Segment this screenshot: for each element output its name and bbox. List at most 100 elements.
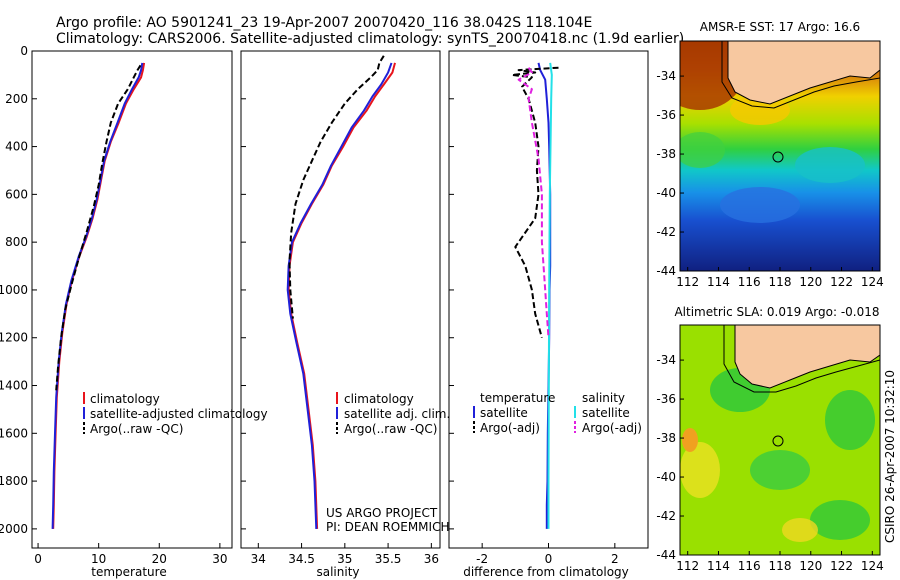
sst-blue-blob (720, 187, 800, 223)
sla-yellow-blob (782, 518, 818, 542)
x-tick-label: 20 (152, 552, 167, 566)
series-line-salinity-satellite (547, 62, 553, 529)
y-tick-label: 1800 (0, 474, 28, 488)
map-y-tick-label: -40 (656, 470, 676, 484)
map-x-tick-label: 120 (799, 559, 822, 573)
sla-green-blob (750, 450, 810, 490)
x-tick-label: 35.5 (375, 552, 402, 566)
series-line-salinity-argo-adj (517, 67, 550, 338)
x-tick-label: 34.5 (288, 552, 315, 566)
sla-argo-marker (772, 435, 784, 447)
sst-green-blob (680, 132, 725, 168)
sla-map-field (680, 325, 880, 555)
series-line-satellite-adjusted-climatology (51, 62, 144, 529)
x-tick-label: 10 (91, 552, 106, 566)
sst-map-field (680, 41, 880, 271)
map-x-tick-label: 112 (676, 275, 699, 289)
legend-label-sat: satellite adj. clim. (344, 407, 450, 421)
series-line-climatology (287, 62, 396, 529)
temperature-axes-frame (31, 50, 233, 549)
salinity-axes-frame (240, 50, 441, 549)
legend-heading-salinity: salinity (582, 391, 625, 405)
map-y-tick-label: -36 (656, 392, 676, 406)
map-x-tick-label: 122 (830, 559, 853, 573)
legend-label-climatology: climatology (344, 392, 414, 406)
map-x-tick-label: 118 (769, 559, 792, 573)
temperature-plot: 0 10 20 30 0 200 400 600 800 1000 1200 1400 1600 1800… (0, 44, 228, 566)
salinity-plot: 34 34.5 35 35.5 36 (241, 50, 439, 566)
salinity-x-label: salinity (316, 565, 359, 579)
y-tick-label: 600 (5, 187, 28, 201)
map-y-tick-label: -38 (656, 147, 676, 161)
sla-map-title: Altimetric SLA: 0.019 Argo: -0.018 (674, 305, 879, 319)
sla-land (734, 325, 880, 389)
map-x-tick-label: 120 (799, 275, 822, 289)
map-y-tick-label: -44 (656, 548, 676, 562)
map-x-tick-label: 116 (738, 559, 761, 573)
y-tick-label: 400 (5, 140, 28, 154)
map-y-tick-label: -42 (656, 225, 676, 239)
sla-map-axes: 112 114 116 118 120 122 124 -44 -42 -40 -38 -36 -34 (656, 353, 883, 573)
pi-annotation: PI: DEAN ROEMMICH (326, 520, 449, 534)
map-x-tick-label: 122 (830, 275, 853, 289)
series-line-temperature-argo-adj (511, 66, 559, 338)
header-line-1: Argo profile: AO 5901241_23 19-Apr-2007 … (56, 15, 592, 31)
sst-cyan-blob (795, 147, 865, 183)
x-tick-label: -2 (476, 552, 488, 566)
y-tick-label: 1200 (0, 331, 28, 345)
y-tick-label: 1600 (0, 426, 28, 440)
map-y-tick-label: -36 (656, 108, 676, 122)
sst-land (727, 41, 880, 105)
legend-label-argo: Argo(..raw -QC) (344, 422, 437, 436)
legend-label-sal-sat: satellite (582, 406, 630, 420)
sst-coastline-offshore (721, 41, 880, 109)
sst-argo-marker (772, 151, 784, 163)
map-y-tick-label: -34 (656, 69, 676, 83)
temperature-legend: climatology satellite-adjusted climatolo… (83, 392, 268, 436)
legend-label-sal-argo: Argo(-adj) (582, 421, 642, 435)
difference-legend: temperature satellite Argo(-adj) salinit… (473, 391, 642, 435)
map-x-tick-label: 124 (861, 275, 884, 289)
sst-map-title: AMSR-E SST: 17 Argo: 16.6 (700, 20, 860, 34)
legend-heading-temperature: temperature (480, 391, 555, 405)
map-x-tick-label: 112 (676, 559, 699, 573)
series-line-argo-raw-qc (55, 64, 142, 391)
map-x-tick-label: 114 (707, 559, 730, 573)
map-x-tick-label: 124 (861, 559, 884, 573)
legend-label-sat: satellite-adjusted climatology (90, 407, 268, 421)
x-tick-label: 34 (251, 552, 266, 566)
y-tick-label: 200 (5, 92, 28, 106)
header-line-2: Climatology: CARS2006. Satellite-adjuste… (56, 31, 684, 47)
sla-green-blob (825, 390, 875, 450)
map-x-tick-label: 118 (769, 275, 792, 289)
difference-x-label: difference from climatology (463, 565, 629, 579)
x-tick-label: 0 (545, 552, 553, 566)
side-caption: CSIRO 26-Apr-2007 10:32:10 (883, 370, 897, 543)
sla-green-blob (810, 500, 870, 540)
sla-orange-blob (682, 428, 698, 452)
x-tick-label: 0 (34, 552, 42, 566)
salinity-legend: climatology satellite adj. clim. Argo(..… (336, 392, 450, 436)
map-y-tick-label: -34 (656, 353, 676, 367)
sst-map-axes: 112 114 116 118 120 122 124 -44 -42 -40 -38 -36 -34 (656, 69, 883, 289)
x-tick-label: 30 (212, 552, 227, 566)
legend-label-climatology: climatology (90, 392, 160, 406)
map-y-tick-label: -40 (656, 186, 676, 200)
temperature-x-label: temperature (91, 565, 166, 579)
map-x-tick-label: 116 (738, 275, 761, 289)
map-y-tick-label: -42 (656, 509, 676, 523)
x-tick-label: 2 (611, 552, 619, 566)
y-tick-label: 1400 (0, 379, 28, 393)
series-line-argo-raw-qc (288, 55, 385, 319)
project-annotation: US ARGO PROJECT (326, 506, 438, 520)
sla-coastline-offshore (723, 325, 880, 393)
map-x-tick-label: 114 (707, 275, 730, 289)
x-tick-label: 36 (424, 552, 439, 566)
x-tick-label: 35 (337, 552, 352, 566)
legend-label-temp-argo: Argo(-adj) (480, 421, 540, 435)
legend-label-temp-sat: satellite (480, 406, 528, 420)
legend-label-argo: Argo(..raw -QC) (90, 422, 183, 436)
y-tick-label: 0 (20, 44, 28, 58)
